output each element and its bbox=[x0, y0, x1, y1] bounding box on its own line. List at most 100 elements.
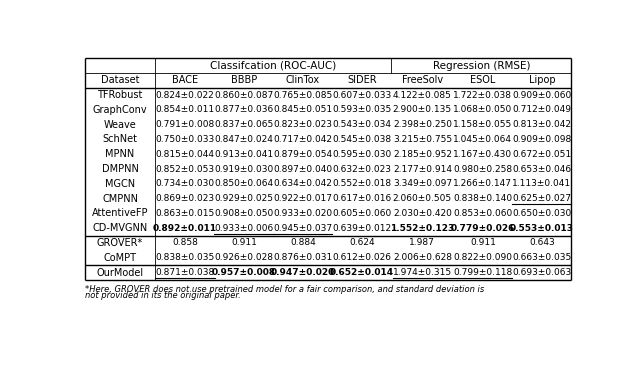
Text: 0.858: 0.858 bbox=[172, 238, 198, 248]
Text: SchNet: SchNet bbox=[102, 134, 138, 144]
Text: 2.177±0.914: 2.177±0.914 bbox=[393, 165, 452, 173]
Text: 0.823±0.023: 0.823±0.023 bbox=[273, 120, 332, 129]
Text: 2.398±0.250: 2.398±0.250 bbox=[393, 120, 452, 129]
Text: CMPNN: CMPNN bbox=[102, 194, 138, 204]
Text: 0.799±0.118: 0.799±0.118 bbox=[453, 268, 513, 277]
Text: 0.607±0.033: 0.607±0.033 bbox=[332, 91, 392, 100]
Text: 0.734±0.030: 0.734±0.030 bbox=[156, 179, 214, 188]
Text: 0.909±0.060: 0.909±0.060 bbox=[512, 91, 572, 100]
Text: 0.845±0.051: 0.845±0.051 bbox=[273, 106, 333, 114]
Text: 1.158±0.055: 1.158±0.055 bbox=[453, 120, 513, 129]
Text: 0.750±0.033: 0.750±0.033 bbox=[156, 135, 214, 144]
Text: 0.791±0.008: 0.791±0.008 bbox=[156, 120, 214, 129]
Text: 0.933±0.006: 0.933±0.006 bbox=[214, 224, 273, 233]
Text: 0.552±0.018: 0.552±0.018 bbox=[332, 179, 392, 188]
Text: GROVER*: GROVER* bbox=[97, 238, 143, 248]
Text: 3.215±0.755: 3.215±0.755 bbox=[393, 135, 452, 144]
Text: 1.113±0.041: 1.113±0.041 bbox=[512, 179, 572, 188]
Text: 0.643: 0.643 bbox=[529, 238, 555, 248]
Text: 0.822±0.090: 0.822±0.090 bbox=[453, 253, 513, 262]
Text: 0.980±0.258: 0.980±0.258 bbox=[453, 165, 513, 173]
Text: AttentiveFP: AttentiveFP bbox=[92, 208, 148, 218]
Text: 0.617±0.016: 0.617±0.016 bbox=[332, 194, 392, 203]
Text: 2.030±0.420: 2.030±0.420 bbox=[393, 209, 452, 218]
Text: 0.869±0.023: 0.869±0.023 bbox=[156, 194, 214, 203]
Text: CD-MVGNN: CD-MVGNN bbox=[92, 223, 148, 233]
Text: 0.947±0.020: 0.947±0.020 bbox=[271, 268, 335, 277]
Text: 1.167±0.430: 1.167±0.430 bbox=[453, 150, 513, 159]
Text: *Here, GROVER does not use pretrained model for a fair comparison, and standard : *Here, GROVER does not use pretrained mo… bbox=[84, 284, 484, 293]
Text: 0.837±0.065: 0.837±0.065 bbox=[214, 120, 273, 129]
Text: 0.815±0.044: 0.815±0.044 bbox=[156, 150, 214, 159]
Text: 0.813±0.042: 0.813±0.042 bbox=[513, 120, 572, 129]
Text: 0.634±0.042: 0.634±0.042 bbox=[273, 179, 332, 188]
Text: 0.919±0.030: 0.919±0.030 bbox=[214, 165, 273, 173]
Text: Lipop: Lipop bbox=[529, 75, 555, 85]
Text: 2.185±0.952: 2.185±0.952 bbox=[393, 150, 452, 159]
Text: 0.624: 0.624 bbox=[349, 238, 375, 248]
Text: 0.850±0.064: 0.850±0.064 bbox=[214, 179, 273, 188]
Text: 0.876±0.031: 0.876±0.031 bbox=[273, 253, 333, 262]
Text: 0.779±0.026: 0.779±0.026 bbox=[451, 224, 515, 233]
Text: 0.712±0.049: 0.712±0.049 bbox=[513, 106, 572, 114]
Text: Dataset: Dataset bbox=[100, 75, 140, 85]
Text: FreeSolv: FreeSolv bbox=[402, 75, 443, 85]
Text: 0.909±0.098: 0.909±0.098 bbox=[512, 135, 572, 144]
Text: 0.653±0.046: 0.653±0.046 bbox=[512, 165, 572, 173]
Text: 1.722±0.038: 1.722±0.038 bbox=[453, 91, 513, 100]
Text: 0.863±0.015: 0.863±0.015 bbox=[156, 209, 214, 218]
Text: 0.595±0.030: 0.595±0.030 bbox=[332, 150, 392, 159]
Text: 0.652±0.014: 0.652±0.014 bbox=[330, 268, 394, 277]
Text: 0.593±0.035: 0.593±0.035 bbox=[332, 106, 392, 114]
Text: 0.911: 0.911 bbox=[231, 238, 257, 248]
Text: 0.672±0.051: 0.672±0.051 bbox=[512, 150, 572, 159]
Text: 0.838±0.035: 0.838±0.035 bbox=[156, 253, 214, 262]
Text: ESOL: ESOL bbox=[470, 75, 495, 85]
Text: 0.897±0.040: 0.897±0.040 bbox=[273, 165, 333, 173]
Text: 0.852±0.053: 0.852±0.053 bbox=[156, 165, 214, 173]
Text: 0.854±0.011: 0.854±0.011 bbox=[156, 106, 214, 114]
Text: 0.871±0.038: 0.871±0.038 bbox=[156, 268, 214, 277]
Text: 0.908±0.050: 0.908±0.050 bbox=[214, 209, 273, 218]
Text: 0.639±0.012: 0.639±0.012 bbox=[332, 224, 392, 233]
Text: 0.957±0.008: 0.957±0.008 bbox=[212, 268, 276, 277]
Text: 1.266±0.147: 1.266±0.147 bbox=[453, 179, 513, 188]
Text: MPNN: MPNN bbox=[106, 149, 134, 159]
Text: CoMPT: CoMPT bbox=[104, 253, 136, 263]
Text: 1.068±0.050: 1.068±0.050 bbox=[453, 106, 513, 114]
Text: 1.552±0.123: 1.552±0.123 bbox=[390, 224, 454, 233]
Text: 0.625±0.027: 0.625±0.027 bbox=[513, 194, 572, 203]
Text: 0.860±0.087: 0.860±0.087 bbox=[214, 91, 273, 100]
Text: 0.913±0.041: 0.913±0.041 bbox=[214, 150, 273, 159]
Text: BBBP: BBBP bbox=[231, 75, 257, 85]
Text: 0.838±0.140: 0.838±0.140 bbox=[453, 194, 513, 203]
Text: SIDER: SIDER bbox=[347, 75, 377, 85]
Text: 0.945±0.037: 0.945±0.037 bbox=[273, 224, 333, 233]
Text: 0.717±0.042: 0.717±0.042 bbox=[273, 135, 332, 144]
Text: 0.929±0.025: 0.929±0.025 bbox=[214, 194, 273, 203]
Text: 0.847±0.024: 0.847±0.024 bbox=[214, 135, 273, 144]
Text: 0.545±0.038: 0.545±0.038 bbox=[332, 135, 392, 144]
Text: 2.060±0.505: 2.060±0.505 bbox=[393, 194, 452, 203]
Text: 2.900±0.135: 2.900±0.135 bbox=[393, 106, 452, 114]
Text: TFRobust: TFRobust bbox=[97, 90, 143, 100]
Text: 2.006±0.628: 2.006±0.628 bbox=[393, 253, 452, 262]
Text: 1.045±0.064: 1.045±0.064 bbox=[453, 135, 513, 144]
Text: 1.974±0.315: 1.974±0.315 bbox=[393, 268, 452, 277]
Text: 0.543±0.034: 0.543±0.034 bbox=[332, 120, 392, 129]
Text: 0.911: 0.911 bbox=[470, 238, 496, 248]
Text: GraphConv: GraphConv bbox=[93, 105, 147, 115]
Text: 0.612±0.026: 0.612±0.026 bbox=[332, 253, 392, 262]
Text: BACE: BACE bbox=[172, 75, 198, 85]
Text: 0.892±0.011: 0.892±0.011 bbox=[153, 224, 217, 233]
Text: 4.122±0.085: 4.122±0.085 bbox=[393, 91, 452, 100]
Text: DMPNN: DMPNN bbox=[102, 164, 138, 174]
Text: 3.349±0.097: 3.349±0.097 bbox=[393, 179, 452, 188]
Text: 0.765±0.085: 0.765±0.085 bbox=[273, 91, 333, 100]
Text: Regression (RMSE): Regression (RMSE) bbox=[433, 61, 530, 70]
Text: Classifcation (ROC-AUC): Classifcation (ROC-AUC) bbox=[211, 61, 337, 70]
Text: 0.553±0.013: 0.553±0.013 bbox=[510, 224, 574, 233]
Text: 0.693±0.063: 0.693±0.063 bbox=[512, 268, 572, 277]
Text: 0.922±0.017: 0.922±0.017 bbox=[273, 194, 332, 203]
Text: 0.824±0.022: 0.824±0.022 bbox=[156, 91, 214, 100]
